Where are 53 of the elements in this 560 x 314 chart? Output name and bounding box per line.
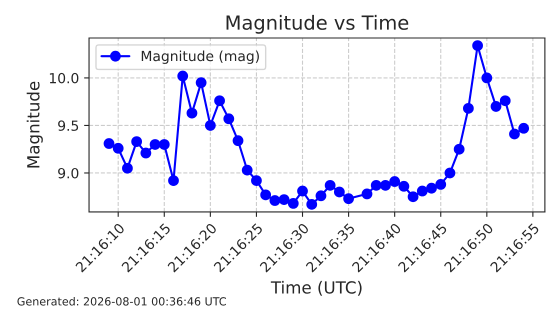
point (343, 193, 354, 204)
point (380, 180, 391, 191)
x-axis-title: Time (UTC) (270, 280, 362, 296)
point (270, 195, 280, 206)
point (122, 162, 133, 174)
point (463, 102, 474, 114)
point (370, 180, 382, 191)
point (204, 120, 216, 131)
point (316, 190, 326, 202)
point (306, 198, 318, 210)
point (472, 40, 483, 51)
chart-title: Magnitude vs Time (226, 14, 408, 34)
point (435, 179, 446, 190)
point (158, 139, 170, 150)
point (131, 136, 142, 147)
legend-label: Magnitude (mag) (142, 50, 259, 64)
point (150, 139, 160, 150)
point (140, 148, 152, 158)
y-axis-title: Magnitude (26, 82, 43, 168)
point (186, 108, 198, 118)
y-tick-label: 9.5 (58, 120, 78, 131)
point (288, 198, 299, 209)
point (509, 128, 520, 140)
point (398, 180, 410, 192)
point (324, 180, 336, 191)
y-tick-label: 10.0 (50, 72, 78, 84)
point (196, 77, 207, 88)
point (362, 188, 372, 200)
point (408, 191, 418, 202)
point (177, 70, 188, 82)
point (454, 144, 465, 155)
point (251, 175, 262, 186)
point (444, 168, 456, 178)
point (168, 175, 179, 186)
point (278, 194, 290, 205)
point (232, 135, 244, 146)
y-tick-label: 9.0 (58, 168, 78, 178)
point (297, 186, 308, 196)
point (389, 176, 400, 187)
point (334, 186, 345, 198)
point (104, 138, 114, 149)
point (518, 122, 530, 134)
point (500, 95, 511, 106)
point (223, 113, 234, 124)
point (490, 101, 502, 112)
text: Generated: 2026-08-01 00:36:46 UTC (17, 296, 226, 306)
point (426, 182, 437, 194)
point (112, 142, 124, 154)
point (214, 95, 225, 106)
point (481, 72, 492, 84)
point (242, 164, 253, 176)
point (260, 189, 272, 200)
point (416, 186, 428, 196)
